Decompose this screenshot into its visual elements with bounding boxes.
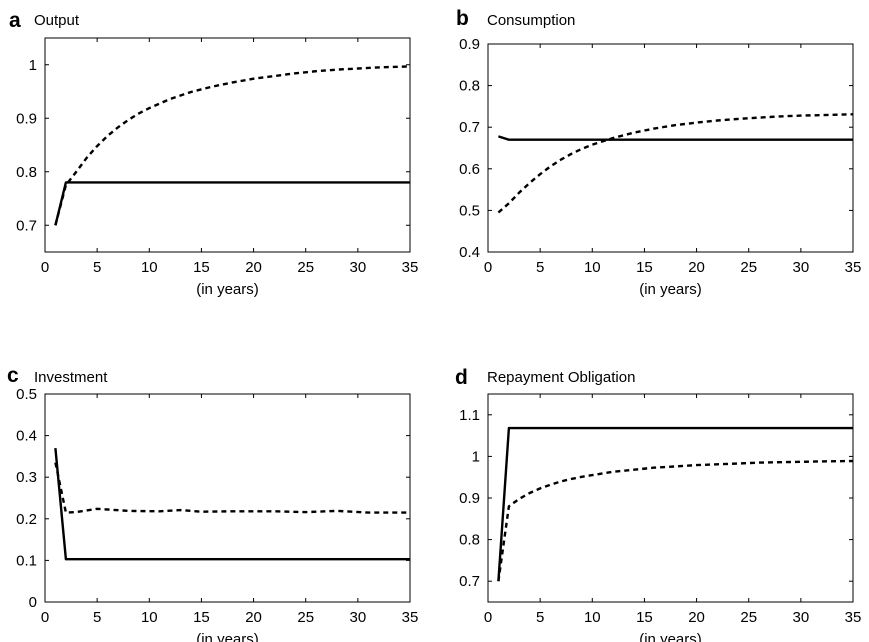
y-tick-label: 0.4 [459, 244, 480, 261]
x-tick-label: 15 [636, 609, 653, 626]
panel-letter: a [9, 9, 21, 32]
series-line-dashed [54, 462, 410, 514]
y-tick-label: 0.5 [459, 202, 480, 219]
series-line-solid [54, 447, 410, 561]
y-tick-label: 0.8 [16, 164, 37, 181]
x-axis-label: (in years) [196, 631, 259, 642]
chart-title: Investment [34, 369, 108, 386]
x-tick-label: 35 [845, 609, 862, 626]
y-tick-label: 0.9 [16, 110, 37, 127]
x-tick-label: 35 [402, 609, 419, 626]
x-tick-label: 5 [536, 259, 544, 276]
y-tick-label: 0.4 [16, 428, 37, 445]
y-tick-label: 0.6 [459, 161, 480, 178]
panel-d-repayment-obligation: d Repayment Obligation 0 5 10 15 20 25 30 35 0.7 0.… [455, 366, 861, 642]
x-tick-label: 30 [350, 609, 367, 626]
x-tick-label: 10 [141, 259, 158, 276]
y-tick-label: 1 [472, 448, 480, 465]
y-tick-label: 1 [29, 57, 37, 74]
y-tick-label: 0.8 [459, 78, 480, 95]
y-tick-label: 0.5 [16, 386, 37, 403]
x-tick-label: 35 [402, 259, 419, 276]
x-tick-label: 15 [636, 259, 653, 276]
x-tick-label: 0 [484, 259, 492, 276]
series-line-dashed [497, 113, 854, 214]
series-line-dashed [54, 65, 411, 226]
plot-frame [44, 37, 411, 253]
x-tick-label: 10 [584, 609, 601, 626]
x-tick-label: 5 [536, 609, 544, 626]
x-axis-label: (in years) [639, 631, 702, 642]
x-tick-label: 30 [793, 259, 810, 276]
y-tick-label: 0.7 [459, 573, 480, 590]
x-axis-label: (in years) [639, 281, 702, 298]
y-tick-label: 0.2 [16, 511, 37, 528]
y-tick-label: 0.3 [16, 469, 37, 486]
y-tick-label: 0.7 [16, 217, 37, 234]
x-tick-label: 30 [793, 609, 810, 626]
x-tick-label: 25 [740, 609, 757, 626]
chart-title: Consumption [487, 12, 575, 29]
chart-title: Output [34, 12, 80, 29]
series-line-solid [497, 426, 853, 582]
y-tick-label: 0.8 [459, 532, 480, 549]
x-tick-label: 25 [297, 259, 314, 276]
x-tick-label: 20 [245, 259, 262, 276]
panel-a-output: a Output 0 5 10 15 20 25 30 35 0.7 0.8 0.9 1 (in years… [9, 9, 418, 298]
panel-b-consumption: b Consumption 0 5 10 15 20 25 30 35 0.4 0.5 0.6 0.7 0.… [456, 7, 861, 298]
y-tick-label: 0 [29, 594, 37, 611]
x-tick-label: 30 [350, 259, 367, 276]
plot-frame [487, 393, 854, 603]
panel-c-investment: c Investment 0 5 10 15 20 25 30 35 0 0.1 0.2 0.3 0.4 0.… [7, 364, 418, 642]
x-tick-label: 10 [141, 609, 158, 626]
y-tick-label: 0.9 [459, 490, 480, 507]
x-tick-label: 15 [193, 259, 210, 276]
panel-letter: c [7, 364, 19, 387]
y-tick-label: 0.9 [459, 36, 480, 53]
panel-letter: b [456, 7, 469, 30]
series-line-dashed [497, 459, 854, 582]
x-tick-label: 25 [740, 259, 757, 276]
x-tick-label: 5 [93, 259, 101, 276]
plot-frame [44, 393, 411, 603]
panel-letter: d [455, 366, 468, 389]
x-tick-label: 0 [41, 259, 49, 276]
x-tick-label: 20 [688, 259, 705, 276]
x-tick-label: 25 [297, 609, 314, 626]
y-tick-label: 0.1 [16, 552, 37, 569]
x-tick-label: 0 [41, 609, 49, 626]
y-tick-label: 1.1 [459, 407, 480, 424]
x-tick-label: 20 [245, 609, 262, 626]
x-tick-label: 0 [484, 609, 492, 626]
plot-frame [487, 43, 854, 253]
x-tick-label: 5 [93, 609, 101, 626]
series-line-solid [54, 181, 410, 226]
x-tick-label: 15 [193, 609, 210, 626]
chart-title: Repayment Obligation [487, 369, 635, 386]
y-tick-label: 0.7 [459, 119, 480, 136]
x-tick-label: 10 [584, 259, 601, 276]
x-axis-label: (in years) [196, 281, 259, 298]
series-line-solid [498, 135, 853, 141]
x-tick-label: 35 [845, 259, 862, 276]
x-tick-label: 20 [688, 609, 705, 626]
